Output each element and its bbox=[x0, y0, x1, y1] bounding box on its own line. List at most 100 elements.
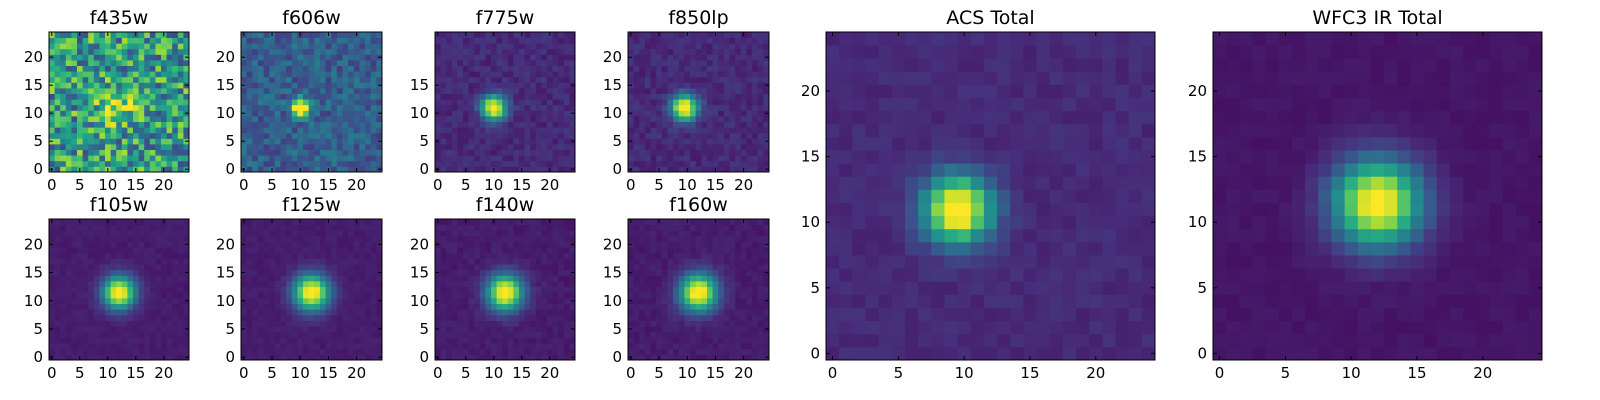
heatmap-cell bbox=[82, 43, 89, 50]
heatmap-cell bbox=[513, 320, 520, 327]
heatmap-cell bbox=[690, 160, 697, 167]
heatmap-cell bbox=[110, 275, 117, 282]
heatmap-cell bbox=[325, 348, 332, 355]
heatmap-cell bbox=[166, 48, 173, 55]
heatmap-cell bbox=[678, 354, 685, 361]
heatmap-cell bbox=[502, 235, 509, 242]
heatmap-cell bbox=[65, 88, 72, 94]
heatmap-cell bbox=[558, 43, 565, 50]
heatmap-cell bbox=[365, 303, 372, 310]
heatmap-cell bbox=[121, 281, 128, 288]
heatmap-cell bbox=[49, 43, 55, 50]
heatmap-cell bbox=[502, 275, 509, 282]
heatmap-cell bbox=[757, 348, 764, 355]
heatmap-cell bbox=[558, 219, 565, 226]
heatmap-cell bbox=[513, 258, 520, 265]
heatmap-cell bbox=[252, 331, 259, 338]
heatmap-cell bbox=[463, 149, 469, 156]
heatmap-cell bbox=[257, 343, 264, 350]
heatmap-cell bbox=[735, 354, 742, 361]
x-tick-label: 10 bbox=[484, 176, 503, 194]
heatmap-cell bbox=[71, 275, 78, 282]
heatmap-cell bbox=[451, 314, 458, 321]
heatmap-cell bbox=[644, 320, 651, 327]
heatmap-cell bbox=[71, 155, 78, 162]
heatmap-cell bbox=[54, 314, 61, 321]
heatmap-cell bbox=[479, 88, 486, 94]
heatmap-cell bbox=[127, 54, 134, 61]
heatmap-cell bbox=[740, 121, 747, 128]
heatmap-cell bbox=[166, 326, 173, 333]
heatmap-cell bbox=[60, 241, 67, 248]
heatmap-cell bbox=[274, 286, 281, 293]
heatmap-cell bbox=[353, 155, 360, 162]
heatmap-cell bbox=[457, 292, 464, 299]
heatmap-cell bbox=[314, 121, 321, 128]
heatmap-cell bbox=[246, 326, 253, 333]
heatmap-cell bbox=[65, 48, 72, 55]
heatmap-cell bbox=[331, 297, 338, 304]
heatmap-cell bbox=[172, 144, 179, 150]
heatmap-cell bbox=[149, 269, 156, 276]
heatmap-cell bbox=[684, 155, 691, 162]
heatmap-cell bbox=[348, 247, 355, 254]
heatmap-cell bbox=[485, 37, 492, 44]
heatmap-cell bbox=[763, 93, 770, 100]
heatmap-cell bbox=[563, 219, 570, 226]
heatmap-cell bbox=[269, 337, 276, 344]
heatmap-cell bbox=[54, 281, 61, 288]
heatmap-cell bbox=[166, 82, 173, 89]
x-tick-label: 0 bbox=[626, 176, 636, 194]
heatmap-cell bbox=[723, 166, 730, 173]
heatmap-cell bbox=[735, 32, 742, 38]
heatmap-cell bbox=[161, 337, 167, 344]
heatmap-cell bbox=[342, 241, 349, 248]
heatmap-cell bbox=[468, 269, 475, 276]
heatmap-cell bbox=[149, 104, 156, 111]
heatmap-cell bbox=[650, 54, 657, 61]
heatmap-cell bbox=[541, 297, 548, 304]
heatmap-cell bbox=[336, 93, 343, 100]
heatmap-cell bbox=[457, 320, 464, 327]
heatmap-cell bbox=[127, 326, 134, 333]
heatmap-cell bbox=[457, 160, 464, 167]
heatmap-cell bbox=[60, 110, 67, 117]
heatmap-cell bbox=[569, 219, 576, 226]
heatmap-cell bbox=[177, 104, 184, 111]
heatmap-cell bbox=[513, 286, 520, 293]
y-tick-label: 5 bbox=[33, 132, 43, 150]
heatmap-cell bbox=[82, 54, 89, 61]
heatmap-cell bbox=[446, 116, 453, 122]
heatmap-cell bbox=[99, 149, 106, 156]
heatmap-cell bbox=[257, 144, 264, 150]
heatmap-cell bbox=[729, 99, 736, 106]
heatmap-cell bbox=[474, 337, 481, 344]
heatmap-cell bbox=[116, 258, 123, 265]
heatmap-cell bbox=[252, 281, 259, 288]
heatmap-cell bbox=[468, 60, 475, 66]
heatmap-cell bbox=[524, 331, 531, 338]
heatmap-cell bbox=[166, 43, 173, 50]
heatmap-cell bbox=[303, 230, 310, 237]
heatmap-cell bbox=[513, 281, 520, 288]
heatmap-cell bbox=[365, 348, 372, 355]
heatmap-cell bbox=[353, 281, 360, 288]
heatmap-cell bbox=[99, 320, 106, 327]
heatmap-cell bbox=[155, 82, 162, 89]
heatmap-cell bbox=[241, 320, 248, 327]
heatmap-cell bbox=[740, 292, 747, 299]
heatmap-cell bbox=[723, 149, 730, 156]
heatmap-cell bbox=[342, 121, 349, 128]
heatmap-cell bbox=[491, 127, 497, 134]
heatmap-cell bbox=[93, 166, 100, 173]
heatmap-cell bbox=[552, 337, 559, 344]
heatmap-cell bbox=[336, 144, 343, 150]
heatmap-cell bbox=[718, 144, 725, 150]
heatmap-cell bbox=[291, 121, 298, 128]
heatmap-cell bbox=[60, 121, 67, 128]
heatmap-cell bbox=[65, 144, 72, 150]
heatmap-cell bbox=[331, 65, 338, 72]
heatmap-cell bbox=[308, 269, 315, 276]
heatmap-cell bbox=[479, 343, 486, 350]
heatmap-cell bbox=[49, 116, 55, 122]
